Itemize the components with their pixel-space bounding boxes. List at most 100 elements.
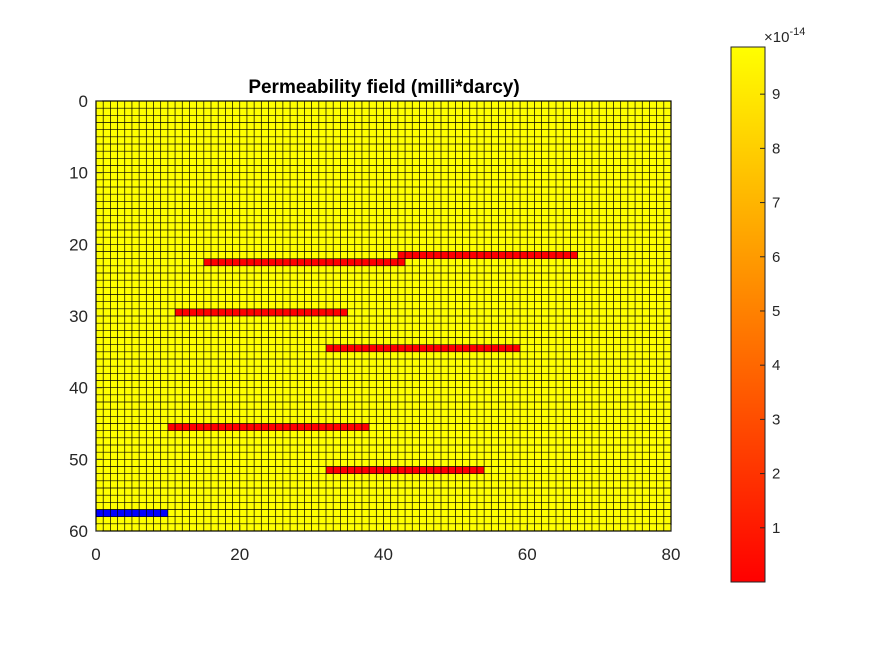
low-perm-cell: [570, 251, 578, 259]
low-perm-cell: [340, 258, 348, 266]
well-cell: [124, 509, 132, 517]
colorbar-tick-label: 9: [772, 86, 780, 103]
low-perm-cell: [469, 466, 477, 474]
low-perm-cell: [419, 344, 427, 352]
low-perm-cell: [433, 344, 441, 352]
low-perm-cell: [211, 308, 219, 316]
low-perm-cell: [261, 308, 269, 316]
low-perm-cell: [218, 423, 226, 431]
low-perm-cell: [476, 251, 485, 259]
colorbar-tick-label: 2: [772, 466, 780, 483]
y-tick-label: 30: [69, 307, 88, 326]
low-perm-cell: [426, 466, 434, 474]
low-perm-cell: [297, 423, 305, 431]
low-perm-cell: [282, 423, 291, 431]
low-perm-cell: [512, 251, 521, 259]
low-perm-cell: [455, 344, 463, 352]
low-perm-cell: [239, 308, 247, 316]
low-perm-cell: [203, 258, 211, 266]
low-perm-cell: [218, 258, 226, 266]
low-perm-cell: [196, 423, 204, 431]
low-perm-cell: [476, 466, 485, 474]
low-perm-cell: [311, 308, 319, 316]
colorbar-tick-label: 5: [772, 303, 780, 320]
low-perm-cell: [390, 466, 398, 474]
low-perm-cell: [426, 344, 434, 352]
low-perm-cell: [484, 251, 492, 259]
low-perm-cell: [254, 308, 262, 316]
low-perm-cell: [175, 308, 183, 316]
low-perm-cell: [505, 344, 513, 352]
low-perm-cell: [397, 344, 406, 352]
low-perm-cell: [484, 344, 492, 352]
low-perm-cell: [290, 258, 298, 266]
low-perm-cell: [218, 308, 226, 316]
low-perm-cell: [441, 251, 449, 259]
low-perm-cell: [369, 258, 377, 266]
low-perm-cell: [333, 344, 341, 352]
low-perm-cell: [282, 308, 291, 316]
low-perm-cell: [476, 344, 485, 352]
low-perm-cell: [354, 258, 362, 266]
low-perm-cell: [232, 258, 240, 266]
low-perm-cell: [318, 258, 326, 266]
low-perm-cell: [246, 258, 255, 266]
low-perm-cell: [369, 466, 377, 474]
low-perm-cell: [318, 308, 326, 316]
low-perm-cell: [254, 423, 262, 431]
low-perm-cell: [469, 344, 477, 352]
low-perm-cell: [448, 344, 456, 352]
low-perm-cell: [297, 308, 305, 316]
low-perm-cell: [390, 344, 398, 352]
y-tick-label: 0: [79, 92, 88, 111]
low-perm-cell: [167, 423, 176, 431]
low-perm-cell: [246, 423, 255, 431]
low-perm-cell: [405, 466, 413, 474]
low-perm-cell: [333, 466, 341, 474]
low-perm-cell: [405, 251, 413, 259]
low-perm-cell: [498, 251, 506, 259]
colorbar-tick-label: 4: [772, 357, 780, 374]
low-perm-cell: [311, 258, 319, 266]
low-perm-cell: [196, 308, 204, 316]
cell-layer: [96, 251, 578, 517]
low-perm-cell: [361, 466, 370, 474]
low-perm-cell: [225, 258, 233, 266]
colorbar: 1 2 3 4 5 6 7 8 9 ×10-14: [730, 26, 805, 583]
low-perm-cell: [527, 251, 535, 259]
low-perm-cell: [369, 344, 377, 352]
colorbar-multiplier: ×10-14: [764, 26, 805, 46]
colorbar-tick-label: 7: [772, 195, 780, 212]
low-perm-cell: [326, 344, 334, 352]
low-perm-cell: [354, 466, 362, 474]
low-perm-cell: [211, 258, 219, 266]
low-perm-cell: [182, 308, 190, 316]
low-perm-cell: [419, 251, 427, 259]
well-cell: [146, 509, 154, 517]
low-perm-cell: [412, 344, 420, 352]
low-perm-cell: [268, 258, 276, 266]
low-perm-cell: [441, 344, 449, 352]
x-tick-label: 80: [662, 545, 681, 564]
low-perm-cell: [383, 344, 391, 352]
low-perm-cell: [326, 308, 334, 316]
well-cell: [139, 509, 147, 517]
colorbar-tick-label: 3: [772, 411, 780, 428]
colorbar-gradient: [730, 46, 766, 583]
low-perm-cell: [340, 344, 348, 352]
well-cell: [110, 509, 118, 517]
cell-grid-lines: [96, 101, 671, 531]
low-perm-cell: [268, 308, 276, 316]
low-perm-cell: [232, 423, 240, 431]
low-perm-cell: [239, 423, 247, 431]
low-perm-cell: [246, 308, 255, 316]
low-perm-cell: [498, 344, 506, 352]
low-perm-cell: [275, 258, 283, 266]
low-perm-cell: [340, 466, 348, 474]
low-perm-cell: [376, 344, 384, 352]
low-perm-cell: [347, 258, 355, 266]
low-perm-cell: [225, 308, 233, 316]
low-perm-cell: [412, 251, 420, 259]
low-perm-cell: [290, 423, 298, 431]
well-cell: [117, 509, 125, 517]
